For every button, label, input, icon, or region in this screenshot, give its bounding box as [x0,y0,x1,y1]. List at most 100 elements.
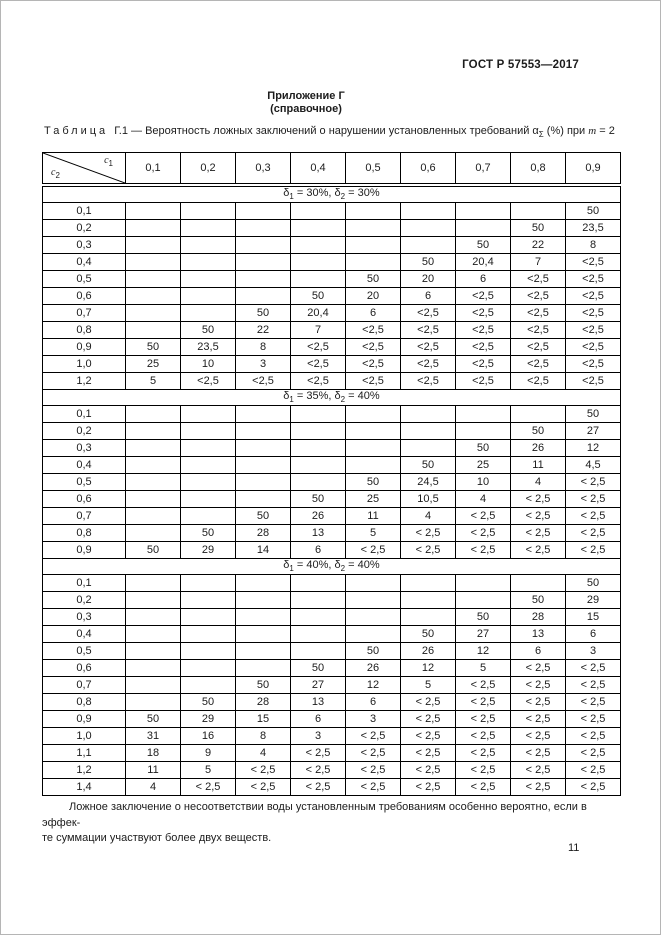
row-label-cell: 0,4 [42,253,126,271]
row-label-cell: 0,8 [42,321,126,339]
value-cell: < 2,5 [565,473,621,491]
value-cell: <2,5 [565,355,621,373]
value-cell: < 2,5 [510,710,566,728]
value-cell: 8 [235,727,291,745]
row-label-cell: 0,4 [42,625,126,643]
value-cell [345,202,401,220]
value-cell: 12 [400,659,456,677]
value-cell [125,321,181,339]
column-header: 0,5 [345,152,401,187]
value-cell [455,422,511,440]
value-cell [125,422,181,440]
section-banner-row: δ1 = 35%, δ2 = 40% [42,389,621,406]
value-cell: < 2,5 [510,727,566,745]
value-cell [125,693,181,711]
value-cell [180,405,236,423]
value-cell: 50 [290,287,346,305]
value-cell: < 2,5 [565,524,621,542]
value-cell: 15 [235,710,291,728]
value-cell [400,439,456,457]
value-cell [125,625,181,643]
value-cell [125,202,181,220]
table-row: 0,4 50 20,4 7 <2,5 [42,253,621,271]
row-label-cell: 0,1 [42,574,126,592]
value-cell: 50 [565,405,621,423]
row-label-cell: 0,7 [42,304,126,322]
value-cell [235,625,291,643]
value-cell: 27 [290,676,346,694]
value-cell: 22 [510,236,566,254]
row-label-cell: 0,3 [42,439,126,457]
value-cell [345,219,401,237]
value-cell: 50 [510,219,566,237]
value-cell: 50 [125,338,181,356]
value-cell: 50 [510,422,566,440]
value-cell: <2,5 [290,338,346,356]
row-label-cell: 0,3 [42,236,126,254]
value-cell: 31 [125,727,181,745]
value-cell [345,253,401,271]
value-cell: 26 [510,439,566,457]
value-cell [125,405,181,423]
footnote: Ложное заключение о несоответствии воды … [42,801,587,844]
row-label-cell: 0,3 [42,608,126,626]
row-label-cell: 0,5 [42,473,126,491]
value-cell: 13 [290,693,346,711]
value-cell: < 2,5 [400,761,456,779]
value-cell: 50 [345,270,401,288]
value-cell [125,490,181,508]
table-row: 0,9 50 29 15 6 3 < 2,5 < 2,5 < 2,5 < 2,5 [42,710,621,728]
value-cell [290,473,346,491]
table-row: 0,6 50 25 10,5 4 < 2,5 < 2,5 [42,490,621,508]
value-cell: < 2,5 [455,744,511,762]
row-label-cell: 0,8 [42,524,126,542]
value-cell [180,574,236,592]
value-cell: 4 [235,744,291,762]
value-cell: 5 [180,761,236,779]
value-cell: < 2,5 [400,727,456,745]
value-cell [290,574,346,592]
value-cell: 50 [455,236,511,254]
value-cell [180,490,236,508]
value-cell [180,608,236,626]
value-cell [180,676,236,694]
value-cell: <2,5 [565,270,621,288]
value-cell: 50 [235,507,291,525]
value-cell [455,574,511,592]
value-cell: 25 [345,490,401,508]
value-cell [235,422,291,440]
value-cell [510,405,566,423]
value-cell: 50 [565,202,621,220]
value-cell: <2,5 [510,287,566,305]
value-cell: < 2,5 [345,761,401,779]
value-cell: < 2,5 [400,693,456,711]
value-cell: < 2,5 [565,541,621,559]
row-label-cell: 1,2 [42,761,126,779]
value-cell: < 2,5 [290,761,346,779]
table-row: 0,4 50 27 13 6 [42,625,621,643]
value-cell [345,422,401,440]
row-label-cell: 0,4 [42,456,126,474]
value-cell: 7 [290,321,346,339]
value-cell: 50 [510,591,566,609]
table-row: 0,3 50 22 8 [42,236,621,254]
value-cell [180,591,236,609]
value-cell: <2,5 [345,321,401,339]
value-cell: <2,5 [400,321,456,339]
value-cell: 50 [565,574,621,592]
value-cell [125,439,181,457]
value-cell [400,202,456,220]
value-cell: < 2,5 [565,507,621,525]
value-cell: < 2,5 [565,744,621,762]
row-label-cell: 0,6 [42,659,126,677]
value-cell: 50 [180,693,236,711]
appendix-title: Приложение Г [267,90,345,102]
value-cell [125,473,181,491]
table-row: 0,7 50 27 12 5 < 2,5 < 2,5 < 2,5 [42,676,621,694]
row-label-cell: 0,2 [42,591,126,609]
row-label-cell: 0,5 [42,270,126,288]
value-cell [180,304,236,322]
value-cell: 15 [565,608,621,626]
value-cell [290,439,346,457]
value-cell [345,456,401,474]
